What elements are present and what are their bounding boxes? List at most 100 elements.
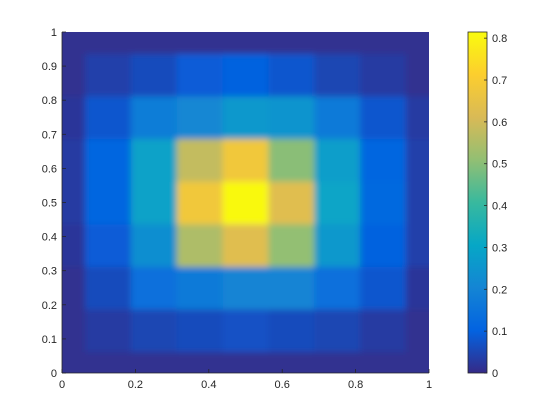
heatmap-cell: [360, 181, 407, 225]
y-tick-label: 0.2: [42, 300, 57, 312]
colorbar-tick-label: 0.7: [492, 75, 507, 87]
x-axis-ticks: 0 0.2 0.4 0.6 0.8 1: [59, 369, 432, 391]
heatmap-cell: [176, 32, 224, 54]
y-tick-label: 0.9: [42, 61, 57, 73]
heatmap-cell: [222, 309, 269, 353]
heatmap-cell: [314, 53, 361, 97]
heatmap-cell: [406, 181, 429, 225]
y-tick-label: 0.5: [42, 198, 57, 210]
heatmap-cell: [268, 181, 315, 225]
heatmap-cell: [360, 138, 407, 182]
heatmap-cell: [176, 53, 224, 97]
heatmap-cell: [406, 138, 429, 182]
colorbar: 0 0.1 0.2 0.3 0.4 0.5 0.6 0.7 0.8: [467, 31, 507, 380]
y-tick-label: 1: [51, 27, 57, 39]
heatmap-cell: [130, 309, 178, 353]
x-tick-label: 0.2: [128, 379, 143, 391]
heatmap-cell: [222, 223, 269, 267]
heatmap-cell: [84, 181, 132, 225]
colorbar-tick-label: 0: [492, 368, 498, 380]
heatmap-cell: [130, 53, 178, 97]
heatmap-cell: [314, 32, 361, 54]
colorbar-gradient: [468, 32, 487, 373]
heatmap-cell: [84, 138, 132, 182]
heatmap-cell: [130, 266, 178, 310]
colorbar-ticks: 0 0.1 0.2 0.3 0.4 0.5 0.6 0.7 0.8: [484, 33, 507, 380]
heatmap-cell: [222, 53, 269, 97]
heatmap-cell: [360, 309, 407, 353]
heatmap-cell: [84, 309, 132, 353]
colorbar-tick-label: 0.8: [492, 33, 507, 45]
heatmap-cell: [176, 309, 224, 353]
heatmap-cell: [176, 95, 224, 140]
heatmap-cell: [406, 53, 429, 97]
x-tick-label: 0.8: [348, 379, 363, 391]
heatmap-cell: [314, 181, 361, 225]
y-axis-ticks: 0 0.1 0.2 0.3 0.4 0.5 0.6 0.7 0.8 0.9 1: [42, 27, 66, 380]
heatmap-cell: [268, 95, 315, 140]
y-tick-label: 0.8: [42, 95, 57, 107]
x-tick-label: 0.6: [275, 379, 290, 391]
heatmap-cell: [176, 138, 224, 182]
colorbar-tick-label: 0.4: [492, 201, 507, 213]
heatmap-cell: [222, 351, 269, 373]
heatmap-cell: [360, 223, 407, 267]
heatmap-cell: [268, 309, 315, 353]
x-tick-label: 0.4: [201, 379, 216, 391]
heatmap-cell: [360, 95, 407, 140]
x-tick-label: 0: [59, 379, 65, 391]
heatmap-cell: [130, 138, 178, 182]
heatmap-cell: [84, 95, 132, 140]
heatmap-cell: [62, 32, 86, 54]
heatmap-cell: [268, 351, 315, 373]
heatmap-cell: [222, 32, 269, 54]
heatmap-cell: [62, 138, 86, 182]
heatmap-cell: [314, 309, 361, 353]
heatmap-cell: [130, 351, 178, 373]
heatmap-cell: [314, 266, 361, 310]
heatmap-cell: [62, 223, 86, 267]
heatmap-cell: [406, 266, 429, 310]
y-tick-label: 0.3: [42, 266, 57, 278]
heatmap-cell: [130, 223, 178, 267]
heatmap-cell: [406, 32, 429, 54]
heatmap-cell: [406, 309, 429, 353]
heatmap-cell: [314, 138, 361, 182]
heatmap-cell: [62, 266, 86, 310]
colorbar-tick-label: 0.1: [492, 326, 507, 338]
y-tick-label: 0.7: [42, 129, 57, 141]
y-tick-label: 0.6: [42, 163, 57, 175]
heatmap-cell: [84, 53, 132, 97]
heatmap-cell: [222, 181, 269, 225]
colorbar-tick-label: 0.3: [492, 242, 507, 254]
colorbar-border: [467, 31, 488, 374]
heatmap-cell: [62, 309, 86, 353]
colorbar-tick-label: 0.2: [492, 284, 507, 296]
heatmap-cell: [176, 351, 224, 373]
heatmap-cell: [176, 181, 224, 225]
heatmap-cell: [268, 53, 315, 97]
heatmap-cell: [268, 223, 315, 267]
heatmap-cell: [176, 266, 224, 310]
colorbar-tick-label: 0.5: [492, 159, 507, 171]
heatmap-cell: [62, 95, 86, 140]
heatmap-cell: [222, 95, 269, 140]
heatmap-cell: [360, 32, 407, 54]
heatmap-cell: [84, 266, 132, 310]
x-tick-label: 1: [426, 379, 432, 391]
heatmap-cell: [406, 95, 429, 140]
axes: 0 0.2 0.4 0.6 0.8 1 0 0.1 0.2 0.3 0.4 0.5 0.6 0.7 0.8…: [42, 27, 432, 391]
heatmap-cell: [360, 351, 407, 373]
heatmap-cell: [62, 351, 86, 373]
colorbar-tick-label: 0.6: [492, 117, 507, 129]
heatmap-cell: [84, 351, 132, 373]
y-tick-label: 0: [51, 368, 57, 380]
heatmap-cell: [130, 32, 178, 54]
heatmap-cell: [360, 53, 407, 97]
heatmap-cell: [268, 138, 315, 182]
heatmap-cell: [314, 95, 361, 140]
heatmap-cell: [268, 32, 315, 54]
heatmap-cell: [130, 181, 178, 225]
heatmap-cell: [314, 351, 361, 373]
